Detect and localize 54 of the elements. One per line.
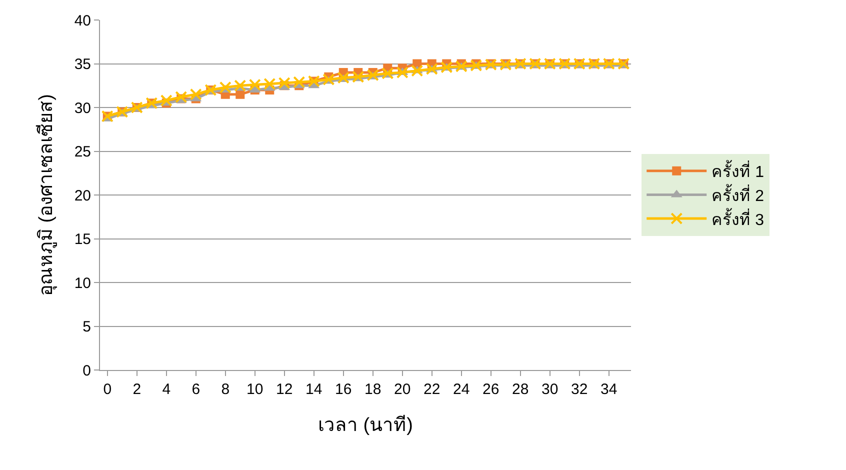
point xyxy=(264,78,276,90)
x-tick-label: 12 xyxy=(276,381,293,398)
y-tick-label: 25 xyxy=(74,144,91,160)
y-tick-label: 20 xyxy=(74,187,91,204)
y-tick-label: 35 xyxy=(74,56,91,73)
y-tick-label: 0 xyxy=(82,362,91,380)
point xyxy=(352,70,364,83)
y-tick-label: 30 xyxy=(74,100,91,117)
x-tick-label: 20 xyxy=(394,381,411,398)
x-tick-label: 10 xyxy=(246,381,264,398)
point xyxy=(455,60,468,72)
point xyxy=(234,80,246,92)
x-tick-label: 4 xyxy=(162,381,171,398)
point xyxy=(248,78,261,91)
x-tick-label: 34 xyxy=(600,381,618,398)
x-tick-label: 26 xyxy=(482,381,500,398)
point xyxy=(500,58,512,71)
x-tick-label: 32 xyxy=(571,381,588,398)
x-tick-label: 24 xyxy=(453,381,470,398)
point xyxy=(278,77,290,89)
point xyxy=(160,94,172,106)
x-tick-label: 16 xyxy=(335,381,352,398)
point xyxy=(366,69,379,82)
point xyxy=(426,63,438,75)
point xyxy=(175,91,188,103)
legend-label: ครั้งที่ 2 xyxy=(712,184,764,205)
y-tick-label: 5 xyxy=(82,318,91,336)
x-tick-label: 2 xyxy=(132,381,142,398)
y-tick-label: 15 xyxy=(74,231,91,248)
x-tick-label: 8 xyxy=(221,381,230,398)
point xyxy=(219,81,232,94)
y-tick-label: 40 xyxy=(74,12,91,30)
point xyxy=(440,61,453,74)
y-axis-title: อุณหภูมิ (องศาเซลเซียส) xyxy=(35,94,58,296)
point xyxy=(470,60,482,72)
point xyxy=(484,58,497,71)
x-tick-label: 6 xyxy=(192,381,200,398)
point xyxy=(396,66,408,78)
x-tick-label: 30 xyxy=(542,381,558,398)
x-axis-title: เวลา (นาที) xyxy=(318,414,413,436)
legend-label: ครั้งที่ 1 xyxy=(712,160,764,182)
point xyxy=(322,74,335,86)
point xyxy=(382,67,394,80)
point xyxy=(293,76,306,88)
x-tick-label: 28 xyxy=(512,381,529,398)
point xyxy=(190,88,202,100)
point xyxy=(337,72,350,84)
x-tick-label: 22 xyxy=(424,381,440,398)
x-tick-label: 0 xyxy=(103,381,112,398)
x-tick-label: 18 xyxy=(364,381,382,398)
x-tick-label: 14 xyxy=(306,381,322,398)
y-tick-label: 10 xyxy=(74,274,91,292)
legend-label: ครั้งที่ 3 xyxy=(712,208,764,229)
point xyxy=(411,64,424,77)
